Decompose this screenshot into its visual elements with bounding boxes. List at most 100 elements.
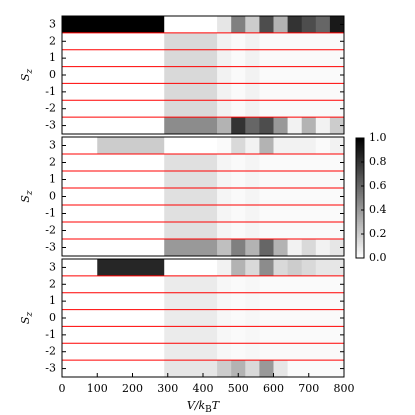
- heat-cell: [97, 259, 165, 277]
- colorbar-step: [356, 146, 364, 149]
- colorbar-step: [356, 162, 364, 165]
- y-tick-label: 0: [49, 190, 56, 203]
- heat-cell: [231, 100, 246, 118]
- heat-cell: [231, 326, 246, 344]
- heat-cell: [231, 205, 246, 223]
- heat-cell: [329, 222, 345, 240]
- colorbar-step: [356, 144, 364, 147]
- heat-cell: [231, 32, 246, 51]
- heat-cell: [301, 66, 317, 84]
- heat-cell: [329, 49, 345, 67]
- heat-cell: [245, 16, 260, 34]
- heat-cell: [231, 117, 246, 135]
- colorbar-step: [356, 244, 364, 247]
- heat-cell: [315, 309, 331, 327]
- colorbar-frame: [355, 137, 365, 259]
- heat-cell: [62, 205, 98, 223]
- x-label-end: T: [212, 399, 221, 412]
- heat-cell: [62, 239, 98, 257]
- heat-cell: [287, 292, 302, 310]
- heat-cell: [273, 239, 288, 257]
- heat-cell: [259, 343, 274, 361]
- heat-cell: [231, 49, 246, 67]
- colorbar-step: [356, 220, 364, 223]
- heat-cell: [315, 117, 331, 135]
- heat-cell: [259, 154, 274, 172]
- heat-cell: [217, 32, 232, 51]
- colorbar-step: [356, 180, 364, 183]
- x-tick-label: 300: [157, 382, 178, 395]
- colorbar-step: [356, 156, 364, 159]
- heat-cell: [273, 32, 288, 51]
- colorbar-step: [356, 178, 364, 181]
- heat-cell: [301, 32, 317, 51]
- colorbar-step: [356, 174, 364, 177]
- heat-cell: [217, 188, 232, 206]
- heat-cell: [259, 239, 274, 257]
- heat-cell: [217, 117, 232, 135]
- heat-cell: [301, 188, 317, 206]
- colorbar-step: [356, 172, 364, 175]
- y-tick-label: 2: [49, 156, 56, 169]
- heat-cell: [245, 188, 260, 206]
- heat-cell: [315, 239, 331, 257]
- heat-cell: [315, 343, 331, 361]
- heat-cell: [273, 66, 288, 84]
- heat-cell: [245, 100, 260, 118]
- colorbar-step: [356, 204, 364, 207]
- heat-cell: [287, 83, 302, 101]
- colorbar-step: [356, 232, 364, 235]
- y-label-main: S: [19, 316, 32, 324]
- colorbar-step: [356, 248, 364, 251]
- heat-cell: [217, 343, 232, 361]
- colorbar-step: [356, 182, 364, 185]
- heat-cell: [315, 137, 331, 155]
- heat-cell: [301, 49, 317, 67]
- heat-cell: [301, 343, 317, 361]
- heat-cell: [245, 154, 260, 172]
- heat-cell: [62, 343, 98, 361]
- heat-cell: [287, 326, 302, 344]
- heat-cell: [315, 292, 331, 310]
- colorbar-tick-label: 0.2: [369, 227, 387, 240]
- heat-cell: [329, 259, 345, 277]
- heat-cell: [97, 83, 165, 101]
- heat-cell: [315, 222, 331, 240]
- heat-cell: [231, 239, 246, 257]
- heat-cell: [217, 239, 232, 257]
- heat-cell: [164, 343, 218, 361]
- x-tick-label: 500: [228, 382, 249, 395]
- x-tick-label: 100: [87, 382, 108, 395]
- heat-cell: [231, 259, 246, 277]
- heat-cell: [287, 137, 302, 155]
- y-label-main: S: [19, 195, 32, 203]
- colorbar-step: [356, 166, 364, 169]
- heat-cell: [259, 49, 274, 67]
- heat-cell: [273, 222, 288, 240]
- heat-cell: [164, 360, 218, 378]
- colorbar-step: [356, 214, 364, 217]
- heat-cell: [231, 16, 246, 34]
- colorbar-step: [356, 254, 364, 257]
- heat-cell: [315, 66, 331, 84]
- heat-cell: [287, 360, 302, 378]
- heat-cell: [301, 137, 317, 155]
- heat-cell: [217, 292, 232, 310]
- heat-cell: [231, 222, 246, 240]
- colorbar-step: [356, 236, 364, 239]
- colorbar-step: [356, 164, 364, 167]
- heat-cell: [329, 309, 345, 327]
- heat-cell: [97, 309, 165, 327]
- colorbar-step: [356, 186, 364, 189]
- heat-cell: [315, 259, 331, 277]
- colorbar-step: [356, 242, 364, 245]
- colorbar-step: [356, 168, 364, 171]
- heat-cell: [301, 309, 317, 327]
- heat-cell: [97, 32, 165, 51]
- y-tick-label: 1: [49, 51, 56, 64]
- y-tick-label: -2: [45, 224, 56, 237]
- heat-cell: [62, 222, 98, 240]
- colorbar-step: [356, 196, 364, 199]
- heat-cell: [287, 343, 302, 361]
- heat-cell: [217, 360, 232, 378]
